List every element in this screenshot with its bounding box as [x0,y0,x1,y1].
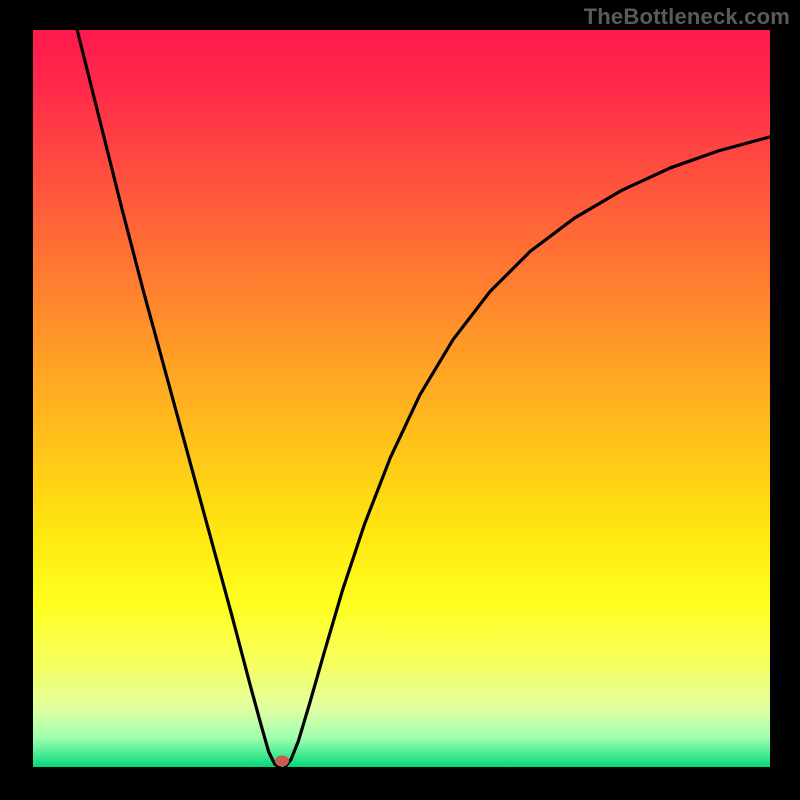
plot-area [33,30,770,767]
minimum-marker [275,756,289,767]
curve-svg [33,30,770,767]
curve-left-segment [77,30,279,767]
curve-right-segment [285,137,770,767]
chart-container: TheBottleneck.com [0,0,800,800]
watermark-text: TheBottleneck.com [584,4,790,30]
